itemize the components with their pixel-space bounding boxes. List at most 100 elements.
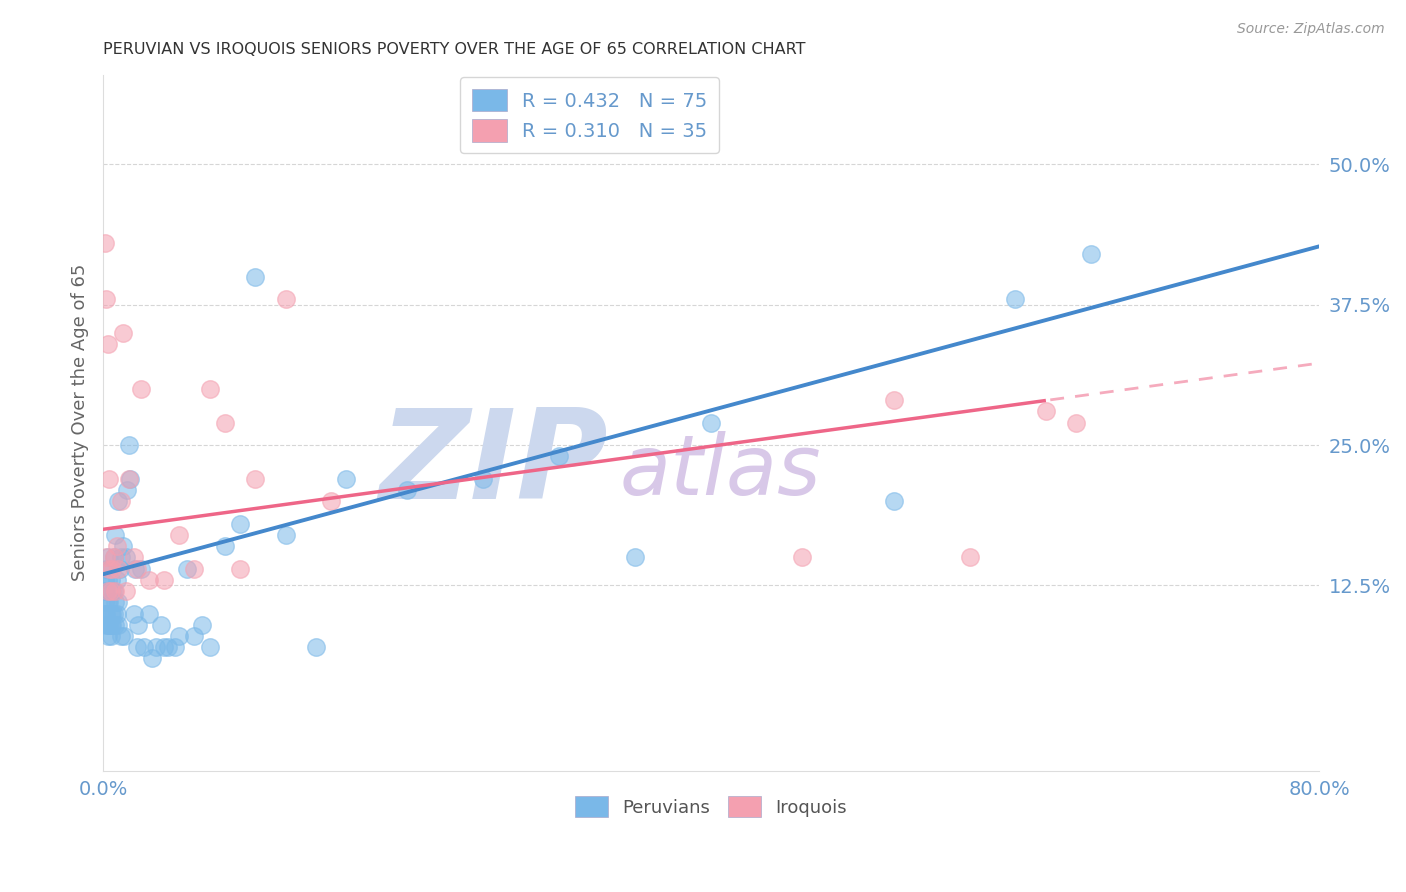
Peruvians (548, 450, 571, 464)
Peruvians (153, 640, 176, 655)
Peruvians (110, 550, 132, 565)
Peruvians (93, 607, 115, 621)
Iroquois (97, 337, 120, 351)
Legend: Peruvians, Iroquois: Peruvians, Iroquois (568, 789, 853, 824)
Peruvians (191, 617, 214, 632)
Peruvians (335, 472, 357, 486)
Peruvians (101, 607, 124, 621)
Peruvians (98, 617, 121, 632)
Iroquois (153, 573, 176, 587)
Iroquois (118, 472, 141, 486)
Peruvians (700, 416, 723, 430)
Iroquois (129, 382, 152, 396)
Peruvians (145, 640, 167, 655)
Peruvians (97, 595, 120, 609)
Peruvians (305, 640, 328, 655)
Peruvians (97, 573, 120, 587)
Iroquois (138, 573, 160, 587)
Peruvians (214, 539, 236, 553)
Peruvians (96, 607, 118, 621)
Peruvians (472, 472, 495, 486)
Peruvians (96, 617, 118, 632)
Peruvians (183, 629, 205, 643)
Peruvians (96, 561, 118, 575)
Peruvians (141, 651, 163, 665)
Peruvians (624, 550, 647, 565)
Iroquois (122, 550, 145, 565)
Iroquois (96, 292, 118, 306)
Iroquois (274, 292, 297, 306)
Peruvians (125, 640, 148, 655)
Peruvians (124, 561, 146, 575)
Iroquois (167, 528, 190, 542)
Peruvians (101, 584, 124, 599)
Peruvians (103, 607, 125, 621)
Peruvians (229, 516, 252, 531)
Peruvians (107, 595, 129, 609)
Peruvians (96, 584, 118, 599)
Peruvians (129, 561, 152, 575)
Y-axis label: Seniors Poverty Over the Age of 65: Seniors Poverty Over the Age of 65 (72, 264, 89, 582)
Iroquois (214, 416, 236, 430)
Peruvians (138, 607, 160, 621)
Peruvians (163, 640, 186, 655)
Text: ZIP: ZIP (380, 404, 607, 524)
Iroquois (98, 472, 121, 486)
Peruvians (103, 584, 125, 599)
Peruvians (105, 573, 128, 587)
Iroquois (792, 550, 814, 565)
Iroquois (111, 326, 134, 340)
Iroquois (243, 472, 266, 486)
Iroquois (198, 382, 221, 396)
Peruvians (100, 629, 122, 643)
Text: PERUVIAN VS IROQUOIS SENIORS POVERTY OVER THE AGE OF 65 CORRELATION CHART: PERUVIAN VS IROQUOIS SENIORS POVERTY OVE… (103, 42, 806, 57)
Iroquois (103, 550, 125, 565)
Iroquois (959, 550, 981, 565)
Peruvians (115, 550, 138, 565)
Iroquois (229, 561, 252, 575)
Peruvians (97, 550, 120, 565)
Text: Source: ZipAtlas.com: Source: ZipAtlas.com (1237, 22, 1385, 37)
Peruvians (100, 607, 122, 621)
Iroquois (105, 539, 128, 553)
Peruvians (274, 528, 297, 542)
Peruvians (98, 595, 121, 609)
Peruvians (93, 573, 115, 587)
Iroquois (97, 584, 120, 599)
Iroquois (100, 584, 122, 599)
Peruvians (111, 539, 134, 553)
Peruvians (98, 561, 121, 575)
Iroquois (110, 494, 132, 508)
Iroquois (101, 561, 124, 575)
Peruvians (104, 617, 127, 632)
Peruvians (100, 617, 122, 632)
Peruvians (396, 483, 419, 497)
Peruvians (243, 269, 266, 284)
Iroquois (104, 584, 127, 599)
Peruvians (122, 607, 145, 621)
Peruvians (176, 561, 198, 575)
Peruvians (120, 472, 142, 486)
Peruvians (134, 640, 156, 655)
Iroquois (96, 550, 118, 565)
Peruvians (127, 617, 149, 632)
Peruvians (157, 640, 180, 655)
Iroquois (1035, 404, 1057, 418)
Iroquois (883, 393, 905, 408)
Peruvians (107, 617, 129, 632)
Iroquois (93, 235, 115, 250)
Peruvians (167, 629, 190, 643)
Iroquois (183, 561, 205, 575)
Iroquois (125, 561, 148, 575)
Peruvians (1080, 247, 1102, 261)
Peruvians (97, 617, 120, 632)
Peruvians (103, 550, 125, 565)
Peruvians (149, 617, 172, 632)
Peruvians (118, 438, 141, 452)
Peruvians (110, 629, 132, 643)
Iroquois (115, 584, 138, 599)
Peruvians (97, 629, 120, 643)
Text: atlas: atlas (620, 431, 821, 512)
Peruvians (105, 607, 128, 621)
Peruvians (93, 584, 115, 599)
